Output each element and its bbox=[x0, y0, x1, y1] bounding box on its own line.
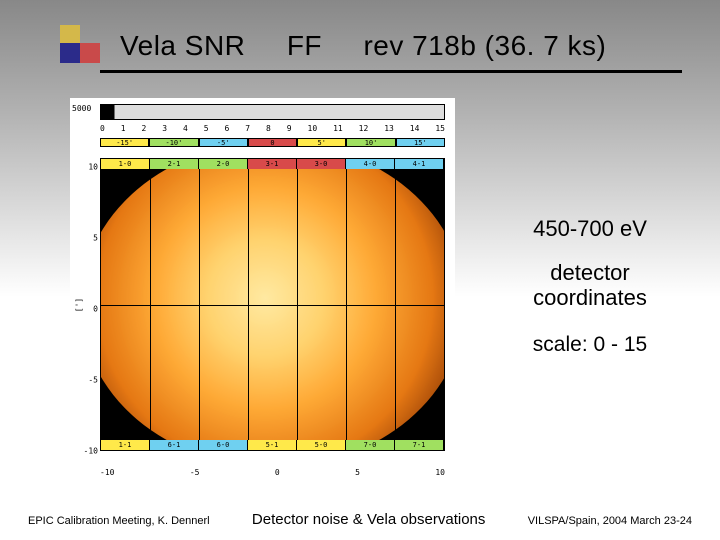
title-part-b: FF bbox=[287, 30, 322, 61]
logo-blocks bbox=[60, 25, 102, 67]
logo-block-br bbox=[80, 43, 100, 63]
ccd-labels-top: 1-0 2-1 2-0 3-1 3-0 4-0 4-1 bbox=[101, 159, 444, 169]
title-underline bbox=[100, 70, 682, 73]
arcmin-ruler-top: -15' -10' -5' 0 5' 10' 15' bbox=[100, 138, 445, 147]
y-axis-unit: ['] bbox=[75, 297, 84, 311]
logo-block-bl bbox=[60, 43, 80, 63]
detector-plot: -10 -5 0 5 10 ['] 1-0 2-1 2-0 3-1 3-0 4-… bbox=[100, 148, 445, 461]
colorbar-ticks: 0 1 2 3 4 5 6 7 8 9 10 11 12 13 14 15 bbox=[100, 124, 445, 133]
intensity-colorbar bbox=[100, 104, 445, 120]
x-axis-ticks: -10 -5 0 5 10 bbox=[100, 468, 445, 477]
footer-center: Detector noise & Vela observations bbox=[252, 511, 485, 528]
plot-frame: 1-0 2-1 2-0 3-1 3-0 4-0 4-1 1-1 6-1 6-0 … bbox=[100, 158, 445, 451]
colorbar-left-tick: 5000 bbox=[72, 104, 91, 113]
footer-left: EPIC Calibration Meeting, K. Dennerl bbox=[28, 515, 210, 527]
footer-right: VILSPA/Spain, 2004 March 23-24 bbox=[528, 515, 692, 527]
colorbar-region: 5000 0 1 2 3 4 5 6 7 8 9 10 11 12 13 14 … bbox=[70, 98, 455, 148]
ccd-labels-bottom: 1-1 6-1 6-0 5-1 5-0 7-0 7-1 bbox=[101, 440, 444, 450]
detector-image-panel: 5000 0 1 2 3 4 5 6 7 8 9 10 11 12 13 14 … bbox=[70, 98, 455, 483]
energy-range-label: 450-700 eV bbox=[480, 216, 700, 242]
side-annotations: 450-700 eV detector coordinates scale: 0… bbox=[480, 216, 700, 357]
title-part-a: Vela SNR bbox=[120, 30, 245, 61]
slide-footer: EPIC Calibration Meeting, K. Dennerl Det… bbox=[28, 511, 692, 528]
ccd-gap-horizontal bbox=[101, 305, 444, 306]
title-part-c: rev 718b (36. 7 ks) bbox=[363, 30, 606, 61]
slide-header: Vela SNR FF rev 718b (36. 7 ks) bbox=[60, 22, 680, 70]
scale-label: scale: 0 - 15 bbox=[480, 333, 700, 357]
coord-label: detector coordinates bbox=[480, 260, 700, 311]
slide-title: Vela SNR FF rev 718b (36. 7 ks) bbox=[120, 30, 606, 62]
logo-block-top bbox=[60, 25, 80, 43]
